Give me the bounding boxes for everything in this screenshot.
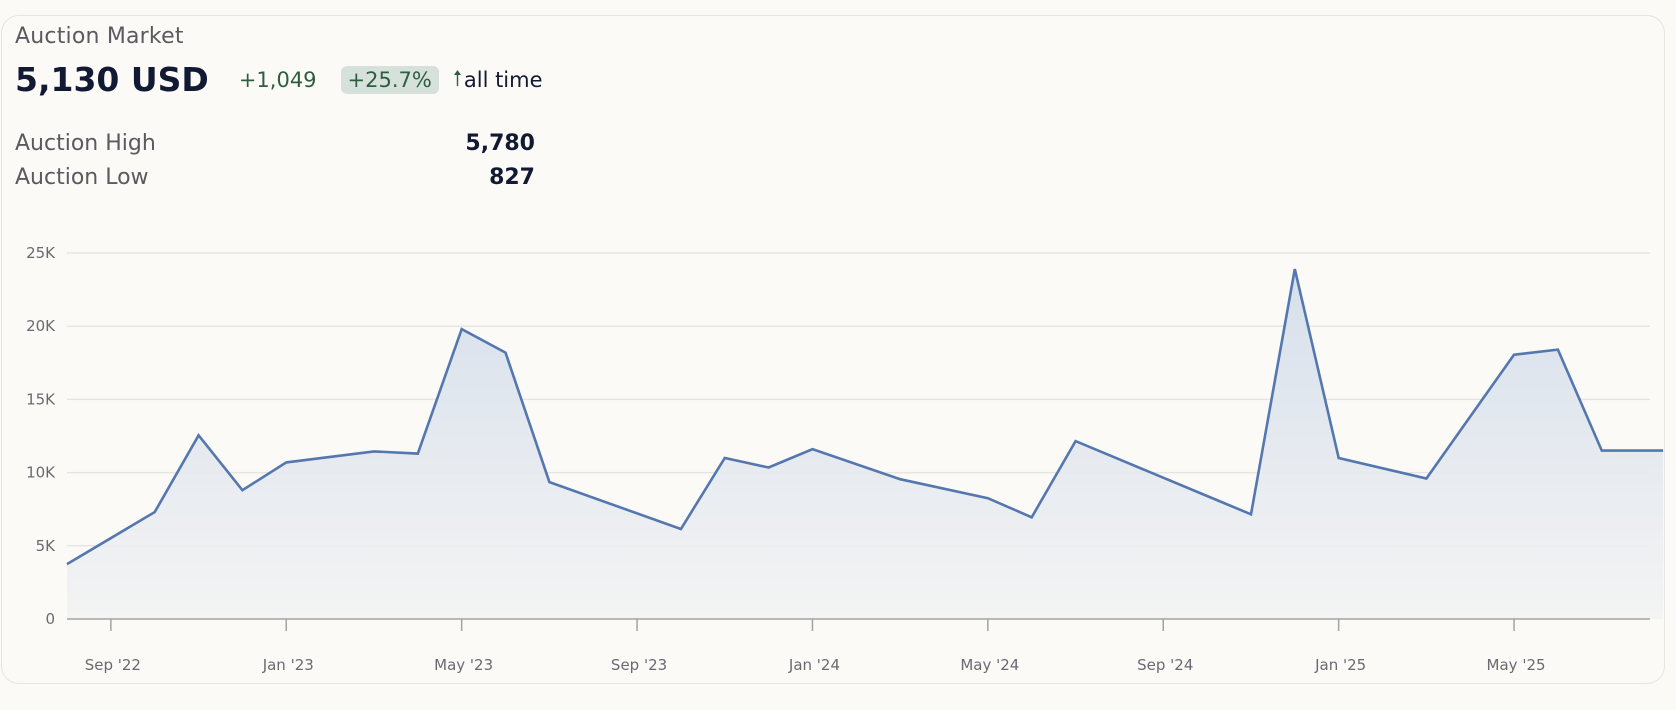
x-tick-label: May '24 (960, 656, 1019, 674)
current-price: 5,130 USD (15, 60, 209, 99)
x-tick-label: Sep '22 (85, 656, 141, 674)
stat-label: Auction High (15, 131, 156, 156)
y-tick-label: 25K (26, 244, 56, 262)
stat-auction-low: Auction Low 827 (15, 165, 535, 190)
y-tick-label: 10K (26, 464, 56, 482)
x-tick-label: Sep '24 (1137, 656, 1193, 674)
y-tick-label: 15K (26, 390, 56, 408)
y-tick-label: 20K (26, 317, 56, 335)
stat-value: 827 (489, 165, 535, 190)
y-tick-label: 5K (36, 537, 57, 555)
x-tick-label: Jan '23 (262, 656, 314, 674)
x-tick-label: May '25 (1487, 656, 1546, 674)
stat-auction-high: Auction High 5,780 (15, 131, 535, 156)
stat-label: Auction Low (15, 165, 149, 190)
stat-value: 5,780 (465, 131, 535, 156)
card-title: Auction Market (15, 24, 184, 49)
x-tick-label: Sep '23 (611, 656, 667, 674)
percent-change-badge: +25.7% (340, 65, 439, 94)
price-delta: +1,049 (238, 67, 317, 92)
x-tick-label: Jan '25 (1314, 656, 1366, 674)
arrow-up-icon (453, 68, 462, 92)
x-axis-ticks: Sep '22 Jan '23 May '23 Sep '23 Jan '24 May '… (85, 619, 1546, 674)
x-tick-label: May '23 (434, 656, 493, 674)
period-label: all time (463, 67, 543, 92)
y-tick-label: 0 (45, 610, 55, 628)
area-fill (67, 269, 1664, 619)
price-line[interactable] (66, 268, 1664, 566)
price-headline: 5,130 USD +1,049 +25.7% all time (15, 60, 543, 99)
y-axis-labels: 0 5K 10K 15K 20K 25K (26, 244, 56, 628)
x-tick-label: Jan '24 (788, 656, 840, 674)
